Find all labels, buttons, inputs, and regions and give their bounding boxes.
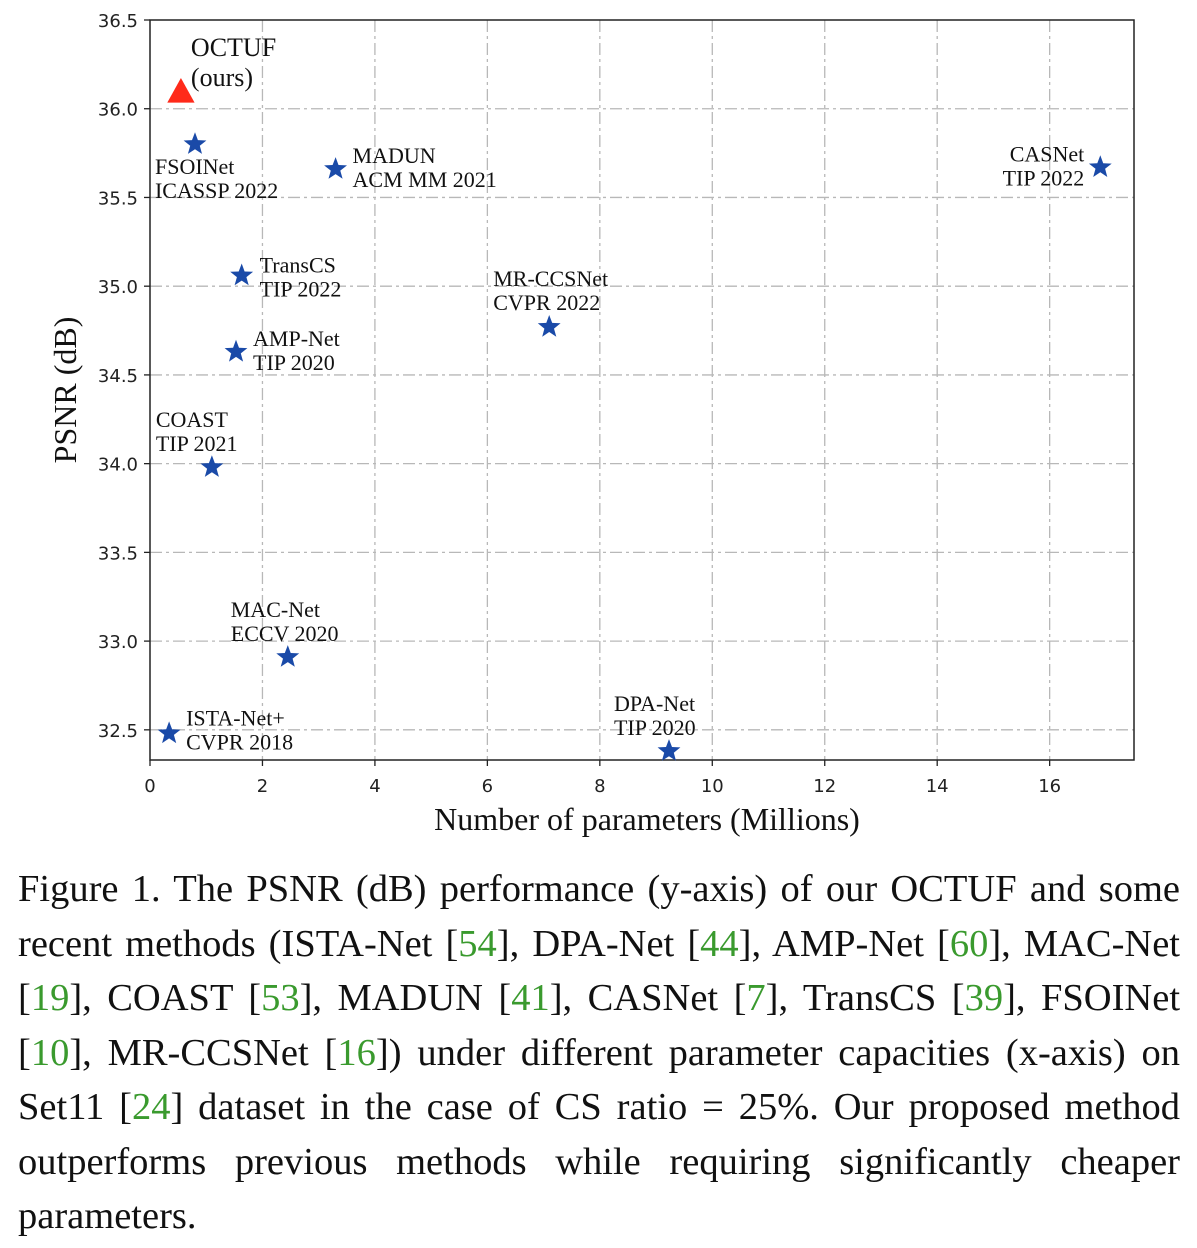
point-venue-fsoinet: ICASSP 2022 — [155, 178, 278, 203]
y-axis-ticks: 32.5 33.0 33.5 34.0 34.5 35.0 35.5 36.0 36.5 — [98, 11, 150, 742]
point-coast-star — [200, 455, 224, 477]
caption-text: ], TransCS [ — [765, 977, 965, 1019]
citation-link[interactable]: 44 — [700, 922, 739, 965]
point-label-mr-ccsnet: MR-CCSNet — [493, 266, 608, 291]
x-tick-label: 0 — [144, 776, 155, 797]
point-venue-ista-net: CVPR 2018 — [186, 729, 293, 754]
y-tick-label: 36.0 — [98, 100, 138, 121]
caption-text: ], MADUN [ — [299, 977, 512, 1019]
citation-link[interactable]: 10 — [30, 1031, 70, 1074]
citation-link[interactable]: 53 — [261, 977, 300, 1019]
y-tick-label: 33.5 — [98, 543, 138, 564]
citation-link[interactable]: 41 — [511, 977, 550, 1019]
citation-link[interactable]: 39 — [964, 977, 1004, 1019]
plot-frame — [149, 19, 1135, 761]
citation-link[interactable]: 7 — [746, 977, 766, 1019]
point-mr-ccsnet-star — [537, 315, 561, 337]
point-label-casnet: CASNet — [1010, 141, 1085, 166]
y-axis-label: PSNR (dB) — [47, 317, 83, 464]
point-label-octuf: OCTUF — [191, 33, 276, 62]
point-label-transcs: TransCS — [260, 253, 336, 278]
y-tick-label: 35.0 — [98, 277, 138, 298]
point-venue-transcs: TIP 2022 — [260, 277, 342, 302]
point-madun-star — [324, 157, 347, 179]
citation-link[interactable]: 60 — [949, 922, 989, 965]
caption-text: ], MR-CCSNet [ — [69, 1031, 338, 1074]
x-axis-ticks: 0 2 4 6 8 10 12 14 16 — [144, 760, 1061, 797]
point-label-mac-net: MAC-Net — [231, 597, 320, 622]
point-label-madun: MADUN — [353, 143, 436, 168]
figure-caption: Figure 1. The PSNR (dB) performance (y-a… — [18, 862, 1180, 1244]
grid-lines — [150, 20, 1134, 760]
point-venue-mr-ccsnet: CVPR 2022 — [493, 290, 600, 315]
point-label-fsoinet: FSOINet — [155, 154, 234, 179]
point-venue-amp-net: TIP 2020 — [253, 350, 335, 375]
point-mac-net-star — [276, 645, 300, 667]
caption-text: ], MAC-Net [ — [18, 922, 1180, 1020]
x-tick-label: 16 — [1038, 776, 1061, 797]
point-label-dpa-net: DPA-Net — [614, 691, 695, 716]
scatter-chart: 0 2 4 6 8 10 12 14 16 32.5 33.0 33.5 34.0 34.5 35.0 35… — [47, 11, 1135, 837]
point-octuf-triangle — [167, 77, 195, 103]
citation-link[interactable]: 19 — [30, 977, 70, 1019]
x-tick-label: 2 — [257, 776, 268, 797]
x-tick-label: 8 — [594, 776, 605, 797]
x-tick-label: 10 — [701, 776, 724, 797]
x-tick-label: 14 — [926, 776, 949, 797]
y-tick-label: 32.5 — [98, 721, 138, 742]
point-venue-mac-net: ECCV 2020 — [231, 621, 339, 646]
y-tick-label: 35.5 — [98, 188, 138, 209]
caption-text: ], AMP-Net [ — [738, 922, 950, 965]
citation-link[interactable]: 16 — [337, 1031, 376, 1074]
point-venue-coast: TIP 2021 — [156, 431, 238, 456]
caption-text: ], DPA-Net [ — [496, 922, 701, 965]
point-casnet-star — [1088, 155, 1112, 177]
point-dpa-net-star — [657, 739, 681, 761]
citation-link[interactable]: 54 — [458, 922, 497, 965]
x-tick-label: 4 — [369, 776, 380, 797]
point-venue-casnet: TIP 2022 — [1003, 165, 1085, 190]
point-venue-dpa-net: TIP 2020 — [614, 715, 696, 740]
caption-text: ]) under different parameter capacities … — [18, 1031, 1180, 1129]
x-tick-label: 6 — [482, 776, 493, 797]
point-amp-net-star — [224, 339, 248, 362]
point-label-ista-net: ISTA-Net+ — [186, 705, 285, 730]
caption-text: ], COAST [ — [69, 977, 262, 1019]
citation-link[interactable]: 24 — [131, 1086, 171, 1128]
x-axis-label: Number of parameters (Millions) — [434, 801, 860, 837]
y-tick-label: 33.0 — [98, 632, 138, 653]
caption-text: ], CASNet [ — [549, 977, 747, 1019]
point-transcs-star — [230, 263, 254, 286]
point-fsoinet-star — [183, 132, 207, 154]
point-label-amp-net: AMP-Net — [253, 326, 340, 351]
y-tick-label: 36.5 — [98, 11, 138, 32]
y-tick-label: 34.5 — [98, 366, 138, 387]
caption-text: ] dataset in the case of CS ratio = 25%.… — [18, 1086, 1180, 1237]
y-tick-label: 34.0 — [98, 455, 138, 476]
x-tick-label: 12 — [813, 776, 836, 797]
point-venue-octuf: (ours) — [191, 63, 253, 92]
point-label-coast: COAST — [156, 407, 229, 432]
caption-text: Figure 1. The PSNR (dB) performance (y-a… — [18, 868, 1180, 965]
point-ista-net-star — [157, 721, 181, 744]
point-venue-madun: ACM MM 2021 — [353, 167, 497, 192]
caption-text: ], FSOINet [ — [18, 977, 1181, 1074]
